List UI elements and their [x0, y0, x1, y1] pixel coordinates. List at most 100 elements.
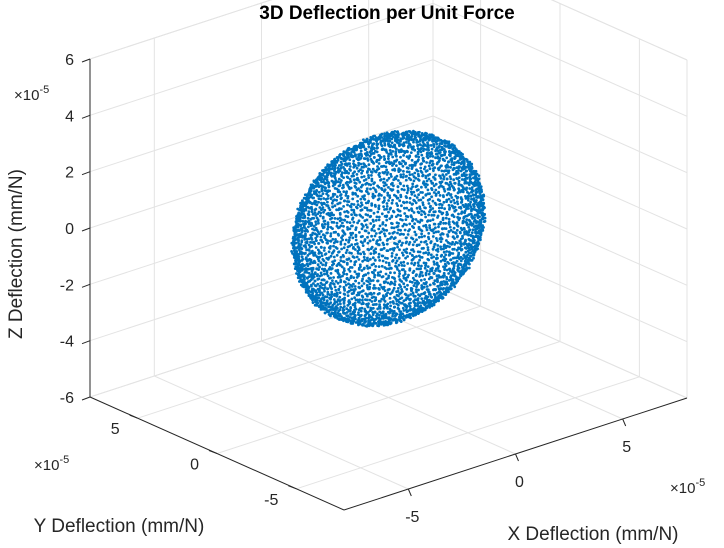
- data-point: [472, 256, 475, 260]
- y-tick-label: 0: [190, 457, 199, 474]
- data-point: [332, 276, 335, 279]
- data-point: [401, 253, 405, 257]
- data-point: [412, 284, 416, 287]
- data-point: [334, 180, 338, 184]
- data-point: [339, 166, 343, 170]
- data-point: [386, 321, 389, 324]
- data-point: [437, 206, 441, 210]
- data-point: [349, 205, 353, 209]
- data-point: [344, 251, 348, 255]
- data-point: [360, 269, 364, 272]
- data-point: [430, 276, 434, 280]
- data-point: [465, 218, 469, 222]
- data-point: [350, 213, 353, 217]
- data-point: [388, 194, 391, 198]
- data-point: [427, 146, 430, 150]
- data-point: [315, 203, 319, 207]
- data-point: [462, 254, 466, 257]
- data-point: [390, 252, 394, 255]
- data-point: [393, 305, 397, 309]
- data-point: [427, 258, 431, 262]
- data-point: [408, 228, 411, 231]
- data-point: [473, 202, 476, 206]
- data-point: [444, 264, 448, 268]
- data-point: [421, 274, 424, 278]
- data-point: [339, 255, 343, 259]
- data-point: [402, 309, 406, 312]
- data-point: [341, 298, 345, 301]
- data-point: [363, 314, 367, 318]
- data-point: [385, 229, 389, 232]
- data-point: [448, 225, 452, 229]
- data-point: [435, 274, 439, 278]
- data-point: [443, 207, 446, 211]
- data-point: [449, 228, 453, 232]
- data-point: [349, 288, 353, 292]
- z-tick: [81, 283, 91, 288]
- data-point: [372, 186, 375, 190]
- data-point: [347, 318, 350, 322]
- data-point: [390, 201, 394, 205]
- data-point: [382, 228, 386, 232]
- data-point: [452, 273, 456, 276]
- data-point: [343, 162, 347, 166]
- data-point: [323, 306, 327, 310]
- data-point: [424, 223, 428, 227]
- data-point: [398, 278, 402, 281]
- data-point: [475, 241, 478, 245]
- data-point: [342, 150, 346, 154]
- data-point: [418, 205, 422, 209]
- data-point: [355, 147, 359, 151]
- data-point: [471, 249, 474, 253]
- data-point: [371, 192, 375, 196]
- data-point: [319, 271, 323, 275]
- data-point: [470, 197, 473, 201]
- data-point: [337, 250, 340, 254]
- data-point: [372, 287, 376, 290]
- data-point: [392, 286, 396, 290]
- data-point: [405, 191, 409, 195]
- data-point: [473, 184, 476, 188]
- data-point: [445, 182, 449, 185]
- data-point: [468, 243, 472, 247]
- data-point: [430, 188, 434, 192]
- data-point: [371, 167, 375, 171]
- data-point: [310, 238, 314, 241]
- data-point: [314, 236, 318, 240]
- data-point: [374, 296, 378, 300]
- data-point: [337, 208, 340, 212]
- data-point: [463, 160, 466, 164]
- data-point: [435, 296, 439, 299]
- data-point: [414, 288, 418, 291]
- data-point: [352, 289, 356, 293]
- z-tick-label: 4: [65, 108, 74, 125]
- data-point: [336, 275, 340, 279]
- data-point: [415, 273, 418, 277]
- data-point: [315, 239, 318, 243]
- data-point: [451, 147, 455, 151]
- data-point: [375, 316, 379, 320]
- data-point: [413, 278, 416, 282]
- data-point: [476, 195, 480, 198]
- data-point: [450, 157, 454, 160]
- data-point: [300, 255, 304, 259]
- data-point: [338, 308, 342, 312]
- data-point: [296, 207, 300, 211]
- data-point: [336, 311, 340, 315]
- data-point: [309, 296, 313, 300]
- data-point: [459, 226, 463, 230]
- data-point: [426, 299, 429, 302]
- data-point: [311, 261, 315, 265]
- data-point: [360, 208, 364, 212]
- data-point: [460, 173, 464, 177]
- data-point: [369, 279, 373, 283]
- data-point: [348, 236, 351, 240]
- data-point: [383, 196, 386, 200]
- data-point: [311, 249, 314, 253]
- data-point: [302, 264, 305, 268]
- data-point: [306, 264, 310, 268]
- data-point: [316, 282, 320, 286]
- data-point: [445, 280, 449, 284]
- data-point: [380, 297, 384, 301]
